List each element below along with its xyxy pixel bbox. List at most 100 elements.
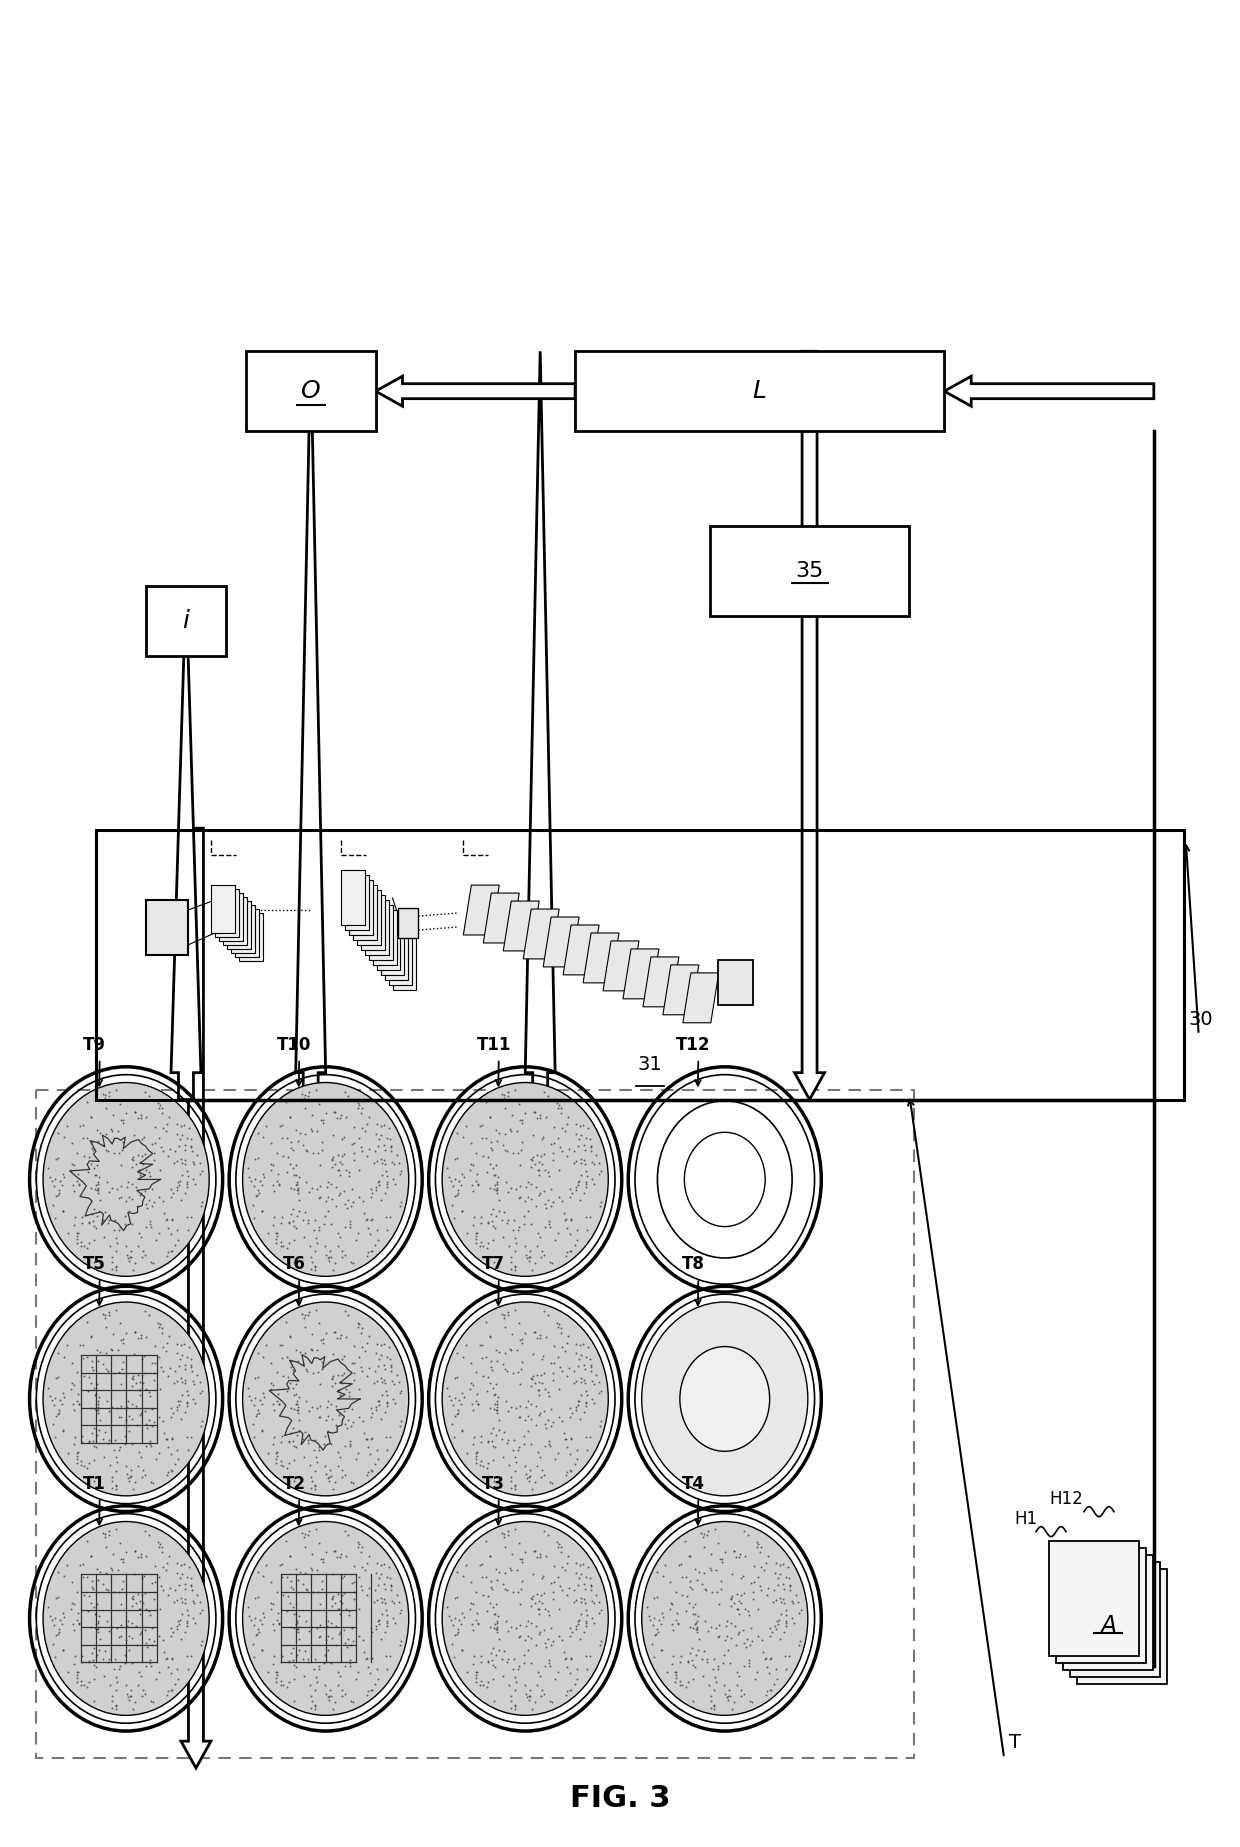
Point — [133, 1564, 153, 1594]
Point — [568, 1444, 588, 1474]
Point — [131, 1539, 151, 1568]
Point — [136, 1629, 156, 1659]
Point — [126, 1629, 146, 1659]
Point — [584, 1149, 604, 1178]
Point — [330, 1443, 350, 1472]
Point — [181, 1130, 201, 1160]
Point — [267, 1577, 286, 1607]
Point — [288, 1564, 308, 1594]
Point — [68, 1657, 88, 1686]
Point — [449, 1605, 469, 1635]
Point — [131, 1662, 151, 1692]
Point — [508, 1431, 528, 1461]
Point — [464, 1422, 484, 1452]
Point — [355, 1555, 374, 1585]
Ellipse shape — [43, 1082, 210, 1276]
Point — [110, 1182, 130, 1212]
Point — [567, 1435, 587, 1465]
Point — [374, 1550, 394, 1579]
Point — [529, 1147, 549, 1177]
Point — [526, 1629, 546, 1659]
Point — [141, 1686, 161, 1716]
Point — [652, 1635, 672, 1664]
Point — [95, 1313, 115, 1343]
Point — [727, 1670, 746, 1699]
Point — [181, 1422, 201, 1452]
Point — [280, 1103, 300, 1132]
Point — [377, 1123, 397, 1153]
Point — [118, 1611, 138, 1640]
Point — [167, 1173, 187, 1202]
Point — [55, 1561, 74, 1590]
Point — [88, 1618, 108, 1648]
Point — [666, 1668, 686, 1697]
Point — [89, 1635, 109, 1664]
Point — [264, 1202, 284, 1232]
Point — [89, 1162, 109, 1191]
Point — [522, 1372, 542, 1402]
Point — [258, 1657, 278, 1686]
Point — [326, 1411, 346, 1441]
Point — [781, 1587, 801, 1616]
Point — [87, 1420, 107, 1450]
Point — [288, 1398, 308, 1428]
Point — [511, 1544, 531, 1574]
Point — [759, 1574, 779, 1603]
Point — [760, 1622, 780, 1651]
Point — [144, 1358, 164, 1387]
Point — [154, 1406, 174, 1435]
Point — [119, 1182, 139, 1212]
Point — [95, 1417, 115, 1446]
Point — [156, 1116, 176, 1145]
Text: T6: T6 — [283, 1256, 306, 1273]
Point — [758, 1653, 777, 1683]
Bar — [1049, 1540, 1138, 1657]
Point — [284, 1153, 304, 1182]
Point — [374, 1585, 394, 1614]
Point — [82, 1127, 102, 1156]
Point — [789, 1598, 808, 1627]
Point — [51, 1605, 71, 1635]
Point — [569, 1385, 589, 1415]
Point — [134, 1121, 154, 1151]
Point — [377, 1563, 397, 1592]
Point — [273, 1361, 293, 1391]
Point — [495, 1300, 515, 1330]
Point — [591, 1596, 611, 1625]
Point — [501, 1686, 521, 1716]
Point — [316, 1099, 336, 1129]
Point — [496, 1574, 516, 1603]
Point — [382, 1136, 402, 1165]
Point — [371, 1583, 391, 1612]
Point — [391, 1598, 410, 1627]
Point — [789, 1587, 808, 1616]
Point — [377, 1171, 397, 1201]
Point — [529, 1398, 549, 1428]
Point — [351, 1537, 371, 1566]
Point — [62, 1588, 82, 1618]
Point — [577, 1343, 596, 1372]
Point — [529, 1156, 549, 1186]
Point — [273, 1670, 293, 1699]
Point — [320, 1675, 340, 1705]
Point — [52, 1169, 72, 1199]
Point — [358, 1213, 378, 1243]
Point — [169, 1350, 188, 1380]
Point — [289, 1635, 309, 1664]
Point — [516, 1319, 536, 1348]
Point — [289, 1382, 309, 1411]
Point — [780, 1564, 800, 1594]
Point — [743, 1585, 763, 1614]
Point — [129, 1670, 149, 1699]
Point — [52, 1609, 72, 1638]
Point — [326, 1191, 346, 1221]
Point — [286, 1177, 306, 1206]
Point — [102, 1612, 122, 1642]
Point — [284, 1431, 304, 1461]
Point — [521, 1430, 541, 1459]
Point — [521, 1169, 541, 1199]
Point — [501, 1334, 521, 1363]
Point — [321, 1210, 341, 1239]
Point — [770, 1624, 790, 1653]
Point — [749, 1594, 769, 1624]
